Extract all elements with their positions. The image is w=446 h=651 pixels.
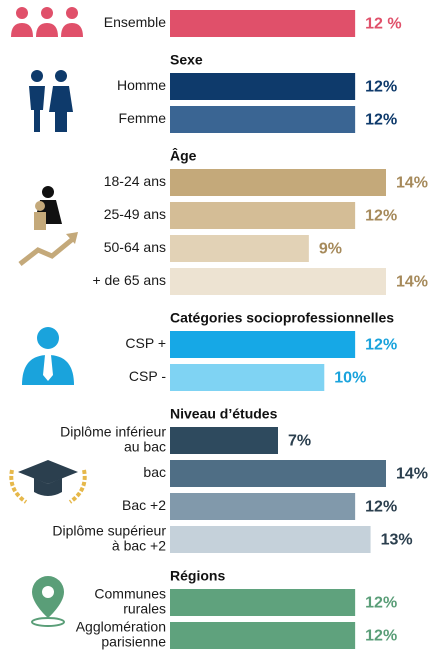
bar <box>170 460 386 487</box>
icon-education <box>9 460 87 504</box>
bar <box>170 493 356 520</box>
bar <box>170 10 356 37</box>
value-label: 12% <box>365 337 397 354</box>
value-label: 12% <box>365 112 397 129</box>
group-title: Niveau d’études <box>170 406 278 422</box>
icon-age <box>18 186 78 266</box>
category-label: Femme <box>119 110 167 126</box>
value-label: 14% <box>396 175 428 192</box>
value-label: 13% <box>381 532 413 549</box>
value-label: 12% <box>365 628 397 645</box>
bar <box>170 235 309 262</box>
bar <box>170 268 386 295</box>
bar <box>170 526 371 553</box>
value-label: 10% <box>334 370 366 387</box>
group-title: Sexe <box>170 52 203 68</box>
value-label: 12% <box>365 208 397 225</box>
category-label: + de 65 ans <box>92 272 166 288</box>
group-title: Régions <box>170 568 225 584</box>
value-label: 12 % <box>365 16 401 33</box>
category-label: Diplôme supérieur <box>52 523 166 539</box>
category-label: au bac <box>124 439 166 455</box>
bar <box>170 364 325 391</box>
icon-people <box>11 7 83 37</box>
category-label: 25-49 ans <box>104 206 166 222</box>
value-label: 12% <box>365 499 397 516</box>
category-label: rurales <box>123 601 166 617</box>
bar <box>170 106 356 133</box>
value-label: 14% <box>396 466 428 483</box>
category-label: Agglomération <box>76 619 166 635</box>
category-label: 18-24 ans <box>104 173 166 189</box>
value-label: 9% <box>319 241 342 258</box>
bar <box>170 427 278 454</box>
category-label: Ensemble <box>104 14 166 30</box>
bar <box>170 589 356 616</box>
bar <box>170 202 356 229</box>
category-label: bac <box>143 464 166 480</box>
bar <box>170 622 356 649</box>
bar <box>170 331 356 358</box>
value-label: 12% <box>365 79 397 96</box>
category-label: Communes <box>94 586 166 602</box>
category-label: parisienne <box>101 634 166 650</box>
icon-sexe <box>29 70 73 132</box>
category-label: Homme <box>117 77 166 93</box>
icon-region <box>31 576 65 627</box>
category-label: 50-64 ans <box>104 239 166 255</box>
bar <box>170 73 356 100</box>
group-title: Catégories socioprofessionnelles <box>170 310 394 326</box>
category-label: à bac +2 <box>112 538 166 554</box>
value-label: 14% <box>396 274 428 291</box>
bar <box>170 169 386 196</box>
category-label: CSP - <box>129 368 166 384</box>
value-label: 12% <box>365 595 397 612</box>
icon-csp <box>22 327 74 385</box>
category-label: Bac +2 <box>122 497 166 513</box>
value-label: 7% <box>288 433 311 450</box>
group-title: Âge <box>170 147 197 164</box>
category-label: CSP + <box>125 335 166 351</box>
category-label: Diplôme inférieur <box>60 424 166 440</box>
